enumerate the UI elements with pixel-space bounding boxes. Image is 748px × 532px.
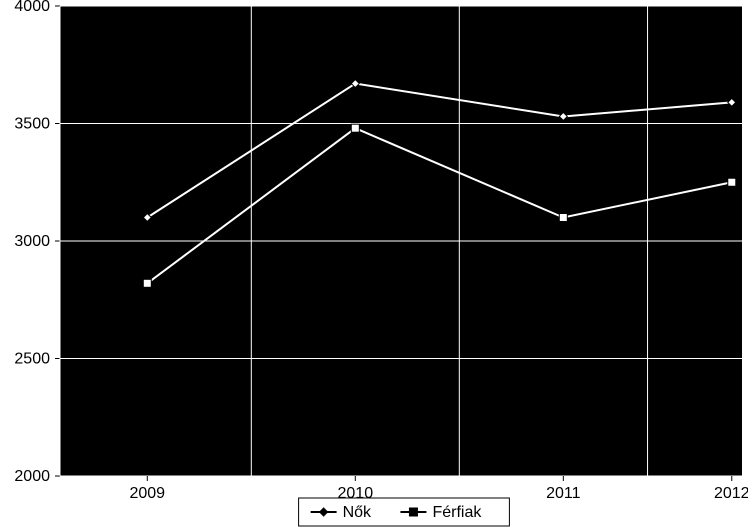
legend-label: Férfiak xyxy=(432,504,482,521)
y-tick-label: 3000 xyxy=(14,233,50,250)
y-tick-label: 4000 xyxy=(14,0,50,15)
y-tick-label: 2500 xyxy=(14,351,50,368)
chart-svg: 200025003000350040002009201020112012NőkF… xyxy=(0,0,748,532)
x-tick-label: 2011 xyxy=(546,485,581,502)
x-tick-label: 2012 xyxy=(714,485,748,502)
y-tick-label: 3500 xyxy=(14,116,50,133)
y-tick-label: 2000 xyxy=(14,468,50,485)
x-tick-label: 2009 xyxy=(129,485,165,502)
legend-label: Nők xyxy=(343,504,372,521)
line-chart: 200025003000350040002009201020112012NőkF… xyxy=(0,0,748,532)
